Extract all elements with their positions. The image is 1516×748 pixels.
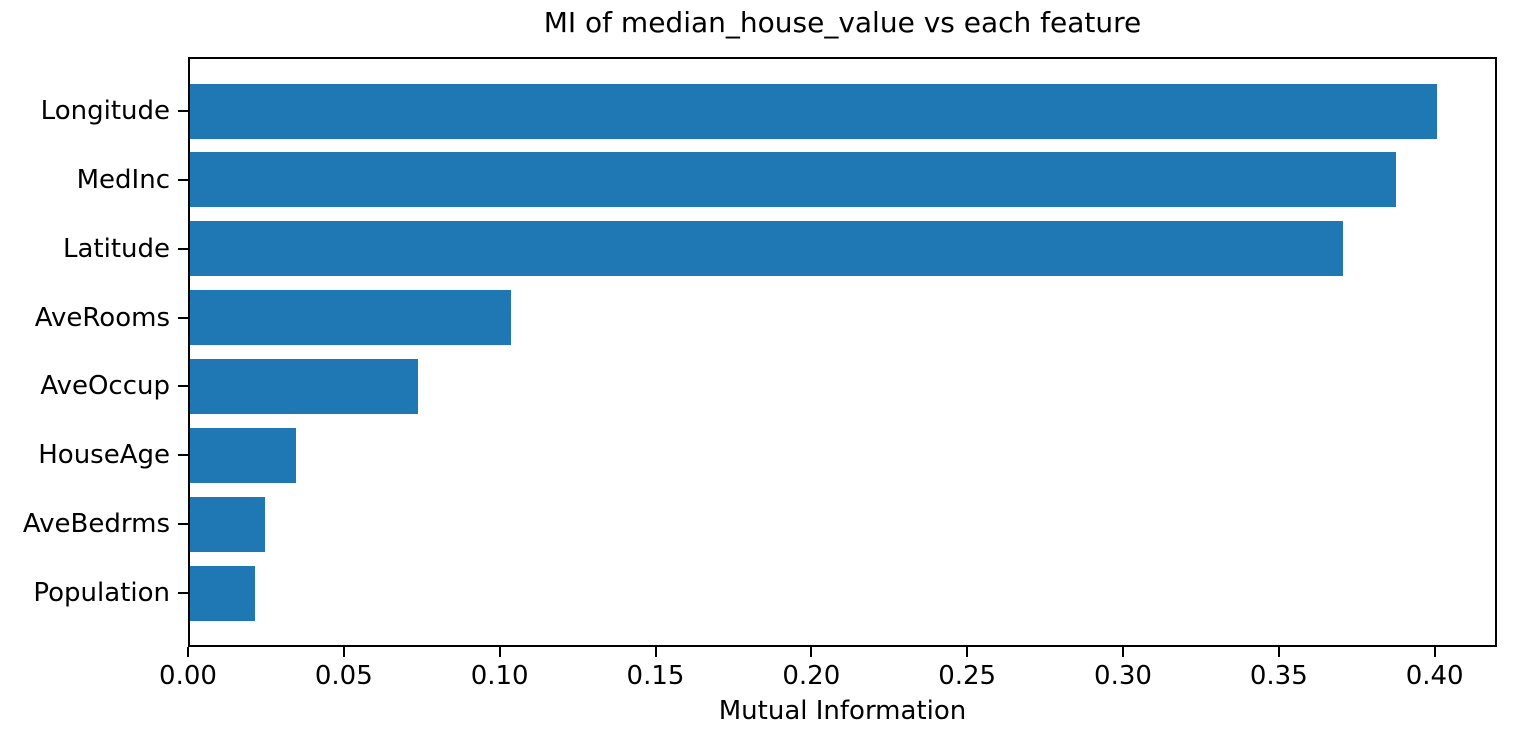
- plot-area: [188, 57, 1497, 647]
- y-tick-label-houseage: HouseAge: [38, 440, 170, 471]
- x-tick-label-0.20: 0.20: [782, 661, 841, 691]
- y-tick-mark-medinc: [178, 178, 188, 181]
- x-axis-label: Mutual Information: [718, 696, 967, 726]
- x-tick-label-0.30: 0.30: [1094, 661, 1152, 691]
- y-tick-label-population: Population: [33, 578, 170, 608]
- y-tick-mark-aveoccup: [178, 385, 188, 388]
- x-tick-mark-0.40: [1433, 647, 1436, 657]
- bar-houseage: [190, 427, 296, 483]
- bar-longitude: [190, 83, 1437, 139]
- x-tick-mark-0.30: [1122, 647, 1124, 657]
- x-tick-mark-0.20: [810, 647, 813, 657]
- chart-title: MI of median_house_value vs each feature: [543, 6, 1142, 39]
- bar-population: [190, 565, 256, 621]
- y-tick-mark-latitude: [178, 247, 188, 250]
- x-tick-mark-0.25: [966, 647, 969, 657]
- y-tick-label-medinc: MedInc: [76, 164, 170, 195]
- bar-medinc: [190, 152, 1397, 208]
- y-tick-mark-population: [178, 592, 188, 594]
- x-tick-label-0.40: 0.40: [1405, 661, 1464, 691]
- y-tick-label-averooms: AveRooms: [34, 302, 170, 333]
- x-tick-mark-0.35: [1277, 647, 1280, 657]
- bar-averooms: [190, 290, 512, 346]
- x-tick-mark-0.00: [187, 647, 189, 657]
- bar-avebedrms: [190, 496, 265, 552]
- y-tick-label-longitude: Longitude: [40, 96, 170, 126]
- y-tick-label-latitude: Latitude: [62, 233, 170, 264]
- y-tick-mark-houseage: [178, 454, 188, 457]
- bar-latitude: [190, 221, 1344, 277]
- x-tick-label-0.10: 0.10: [470, 661, 529, 691]
- y-tick-mark-averooms: [178, 316, 188, 319]
- x-tick-label-0.35: 0.35: [1249, 661, 1308, 691]
- bar-aveoccup: [190, 358, 418, 414]
- x-tick-label-0.25: 0.25: [938, 661, 997, 691]
- x-tick-label-0.15: 0.15: [626, 661, 685, 691]
- x-tick-mark-0.05: [342, 647, 345, 657]
- y-tick-mark-longitude: [178, 110, 188, 112]
- y-tick-mark-avebedrms: [178, 523, 188, 526]
- y-tick-label-avebedrms: AveBedrms: [22, 509, 170, 540]
- x-tick-label-0.05: 0.05: [314, 661, 373, 691]
- y-tick-label-aveoccup: AveOccup: [40, 371, 170, 402]
- x-tick-label-0.00: 0.00: [159, 661, 217, 691]
- x-tick-mark-0.10: [498, 647, 501, 657]
- x-tick-mark-0.15: [654, 647, 657, 657]
